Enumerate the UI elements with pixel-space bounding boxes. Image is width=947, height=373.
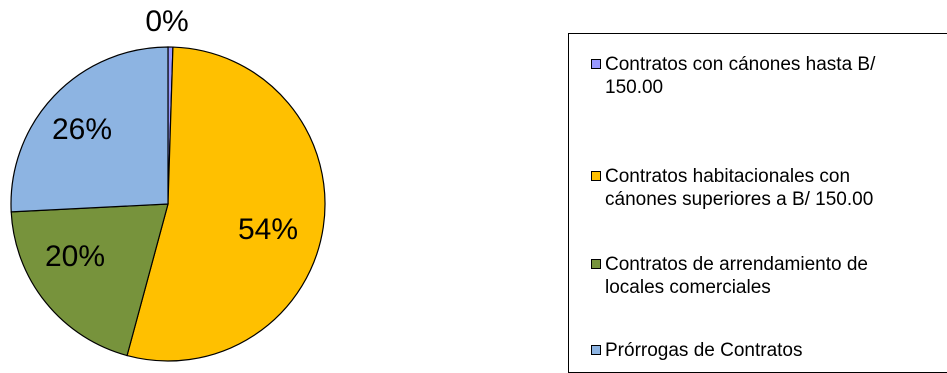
slice-data-label-2: 20% [45, 240, 105, 273]
legend-label-3: Prórrogas de Contratos [605, 340, 803, 361]
legend-swatch-2 [591, 259, 601, 269]
chart-legend: Contratos con cánones hasta B/150.00 Cont… [568, 33, 947, 373]
legend-label-2: Contratos de arrendamiento de locales com… [605, 254, 868, 298]
legend-label-0: Contratos con cánones hasta B/150.00 [605, 54, 876, 98]
legend-swatch-3 [591, 345, 601, 355]
legend-item-0: Contratos con cánones hasta B/150.00 [591, 53, 947, 99]
legend-item-1: Contratos habitacionales con cánones supe… [591, 165, 947, 211]
slice-data-label-1: 54% [238, 213, 298, 246]
slice-data-label-0: 0% [145, 5, 188, 38]
legend-item-2: Contratos de arrendamiento de locales com… [591, 253, 947, 299]
pie-slice-2 [10, 203, 169, 357]
pie-slice-1 [126, 46, 326, 362]
legend-swatch-1 [591, 171, 601, 181]
slice-data-label-3: 26% [52, 113, 112, 146]
legend-label-1: Contratos habitacionales con cánones supe… [605, 166, 874, 210]
pie-slice-3 [10, 46, 169, 213]
pie-chart: 0% 54% 20% 26% [10, 5, 326, 362]
legend-swatch-0 [591, 59, 601, 69]
legend-item-3: Prórrogas de Contratos [591, 339, 947, 362]
